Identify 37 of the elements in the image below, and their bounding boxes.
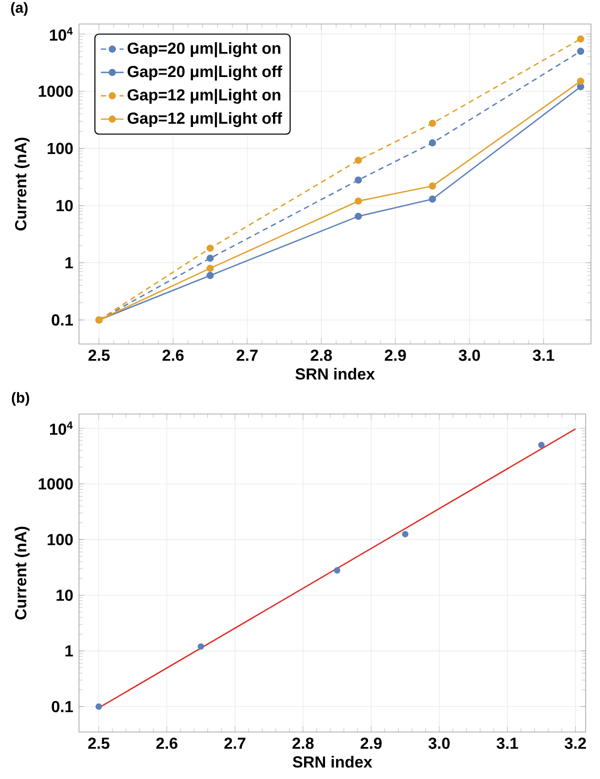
y-tick-label: 10: [56, 590, 73, 601]
x-tick-label: 2.8: [292, 738, 314, 749]
legend-label: Gap=20 μm|Light on: [128, 42, 280, 58]
y-tick-label: 100: [48, 142, 73, 154]
x-tick-label: 2.7: [236, 350, 258, 361]
y-axis-title: Current (nA): [14, 138, 30, 230]
x-axis-title: SRN index: [295, 368, 375, 380]
y-tick-label: 1000: [38, 478, 73, 490]
x-tick-label: 2.6: [162, 350, 184, 361]
legend-label: Gap=12 μm|Light off: [128, 112, 282, 128]
chart-title: (a): [11, 2, 28, 16]
x-tick-label: 2.7: [224, 738, 246, 749]
x-tick-label: 2.9: [360, 738, 382, 749]
x-tick-label: 2.8: [310, 350, 332, 361]
y-tick-label: 1: [66, 645, 73, 656]
x-tick-label: 3.1: [496, 738, 518, 749]
y-tick-label: 1: [66, 257, 73, 268]
y-tick-label: 0.1: [52, 314, 73, 326]
x-axis-title: SRN index: [292, 756, 372, 768]
y-tick-label: 10$^{4}$: [50, 422, 73, 435]
x-tick-label: 3.0: [428, 738, 450, 749]
y-axis-title: Current (nA): [14, 526, 30, 620]
y-tick-label: 10$^{4}$: [50, 27, 73, 41]
x-tick-label: 3.0: [458, 350, 480, 361]
y-tick-label: 1000: [38, 86, 73, 97]
chart-title: (b): [12, 392, 30, 406]
x-tick-label: 2.6: [156, 738, 178, 749]
y-tick-label: 0.1: [52, 700, 73, 712]
x-tick-label: 3.1: [532, 350, 554, 361]
x-tick-label: 2.9: [384, 350, 406, 361]
legend-label: Gap=20 μm|Light off: [128, 65, 282, 81]
x-tick-label: 2.5: [88, 350, 110, 361]
x-tick-label: 2.5: [88, 738, 110, 749]
legend-label: Gap=12 μm|Light on: [128, 88, 280, 104]
y-tick-label: 100: [48, 534, 73, 546]
x-tick-label: 3.2: [564, 738, 586, 749]
y-tick-label: 10: [56, 200, 73, 212]
